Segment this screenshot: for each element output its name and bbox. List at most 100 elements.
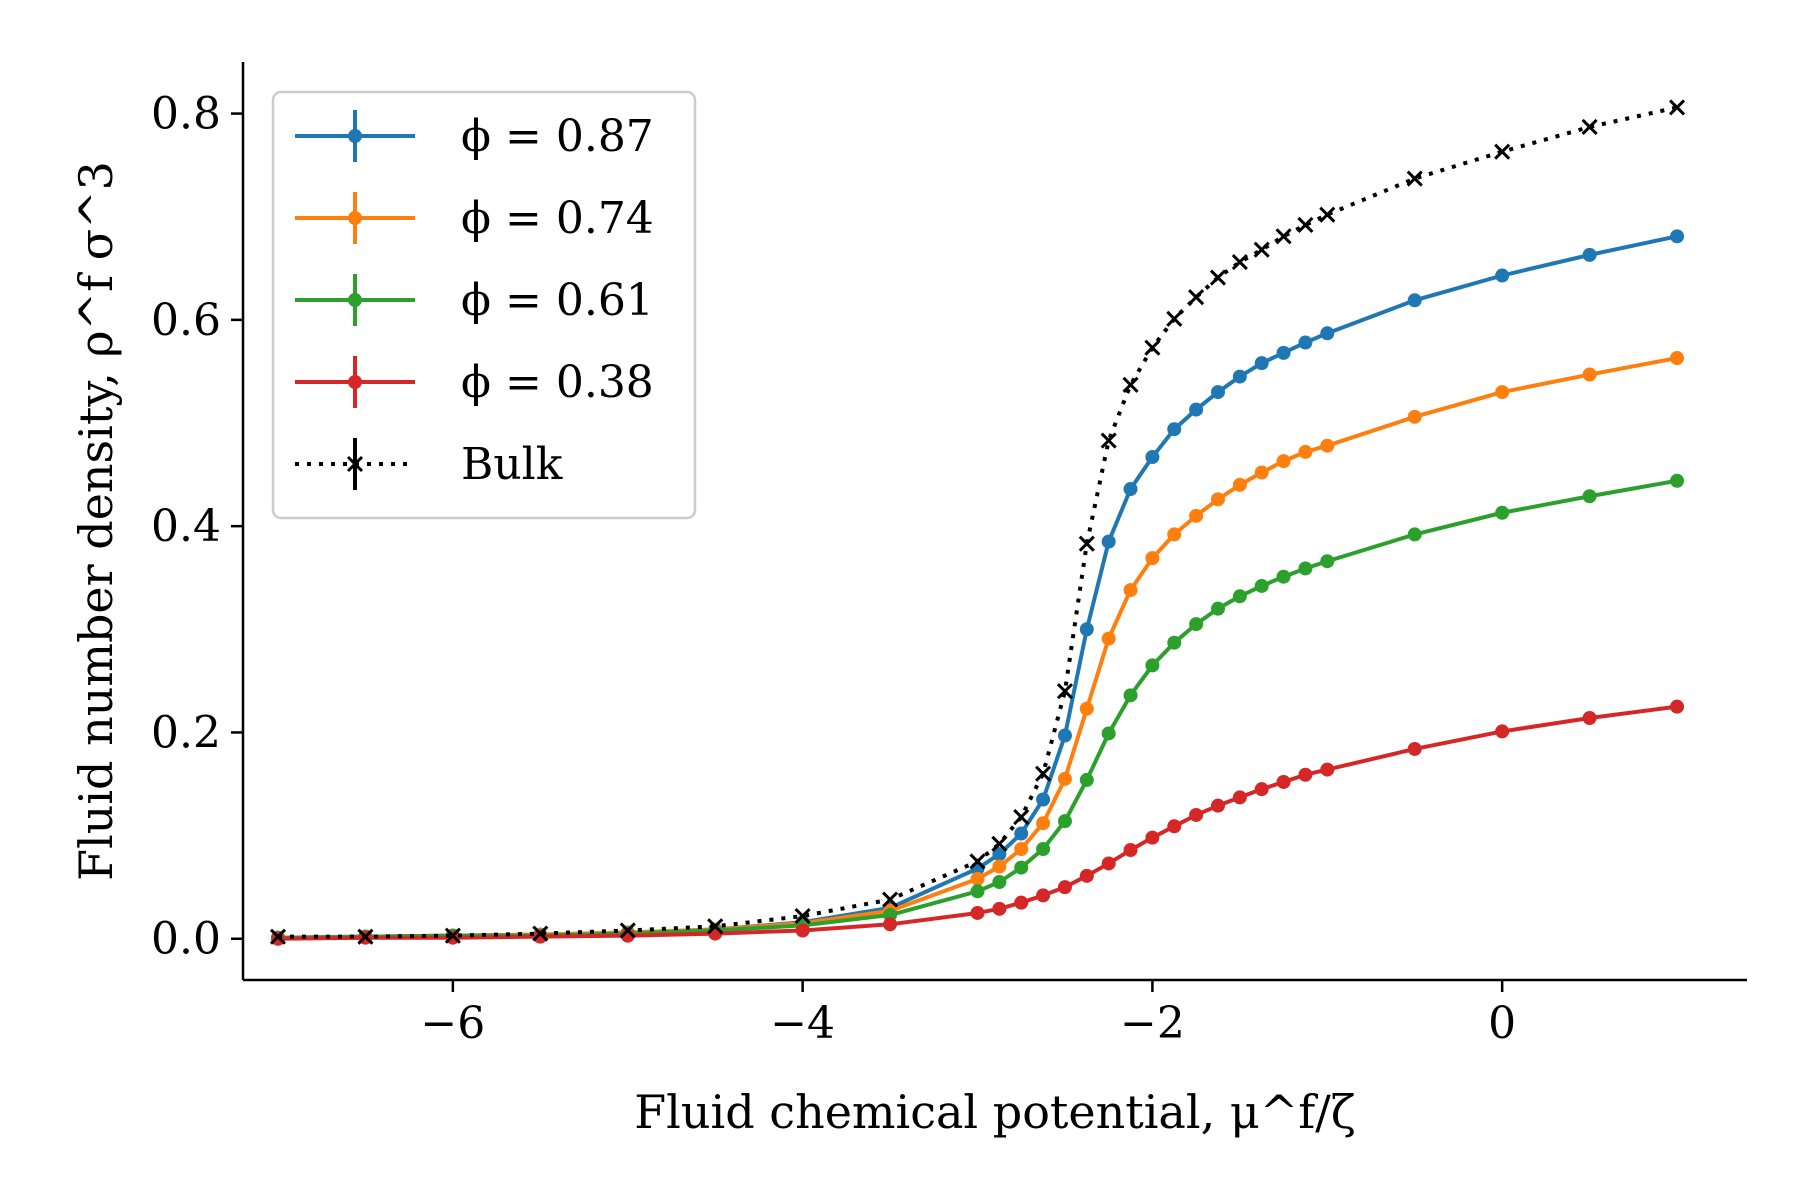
series-point [1057, 728, 1072, 743]
legend-label: Bulk [461, 439, 563, 490]
series-point [1210, 492, 1225, 507]
legend-entry: ϕ = 0.61 [295, 274, 654, 326]
series-marker [991, 835, 1008, 852]
legend-entry: Bulk [295, 438, 563, 490]
series-point [1495, 724, 1510, 739]
series-point [1210, 798, 1225, 813]
series-point [1232, 790, 1247, 805]
series-point [992, 901, 1007, 916]
legend-label: ϕ = 0.74 [461, 193, 654, 244]
series-marker [1253, 241, 1270, 258]
series-marker [532, 925, 549, 942]
series-marker [1494, 143, 1511, 160]
series-point [1145, 450, 1160, 465]
series-point [1320, 762, 1335, 777]
series-marker [269, 928, 287, 945]
y-tick-label: 0.0 [151, 914, 221, 965]
legend-label: ϕ = 0.38 [461, 357, 654, 408]
legend-point [348, 211, 362, 225]
series-point [1320, 438, 1335, 453]
series-marker [1078, 535, 1095, 552]
series-point [1232, 369, 1247, 384]
series-point [1189, 617, 1204, 632]
series-point [1101, 726, 1116, 741]
series-point [1254, 465, 1269, 480]
series-point [1210, 385, 1225, 400]
series-marker [1209, 269, 1227, 286]
series-point [1232, 477, 1247, 492]
legend-label: ϕ = 0.61 [461, 275, 654, 326]
series-marker [794, 907, 811, 925]
series-point [1189, 402, 1204, 417]
series-point [1036, 816, 1051, 831]
series-point [1276, 345, 1291, 360]
series-point [1298, 444, 1313, 459]
series-marker [1319, 206, 1336, 223]
legend-label: ϕ = 0.87 [461, 111, 654, 162]
series-point [970, 884, 985, 899]
series-point [708, 926, 723, 941]
series-point [1254, 782, 1269, 797]
series-point [1254, 578, 1269, 593]
y-tick-label: 0.2 [151, 707, 221, 758]
series-point [1189, 807, 1204, 822]
series-point [1670, 699, 1685, 714]
series-marker [1668, 99, 1686, 116]
series-point [1079, 772, 1094, 787]
legend-point [348, 129, 362, 143]
series-point [1582, 367, 1597, 382]
series-point [1320, 326, 1335, 341]
series-point [1014, 860, 1029, 875]
series-point [1232, 589, 1247, 604]
series-marker [882, 891, 899, 908]
series-point [1036, 888, 1051, 903]
series-point [1014, 826, 1029, 841]
legend: ϕ = 0.87 ϕ = 0.74 ϕ = 0.61 ϕ = 0.38 Bulk [271, 90, 697, 520]
series-3 [270, 699, 1685, 946]
series-point [1167, 635, 1182, 650]
ticks: −6 −4 −2 0 0.0 0.2 0.4 0.6 0.8 [151, 89, 1516, 1049]
series-point [1298, 335, 1313, 350]
legend-point [348, 293, 362, 307]
series-point [1123, 843, 1138, 858]
series-marker [1275, 228, 1292, 245]
series-marker [1406, 170, 1423, 187]
series-point [1145, 830, 1160, 845]
series-point [1014, 842, 1029, 857]
legend-box [271, 90, 697, 520]
series-point [795, 923, 810, 938]
y-tick-label: 0.8 [151, 89, 221, 140]
series-marker [357, 928, 374, 945]
series-point [1254, 356, 1269, 371]
series-marker [707, 918, 724, 935]
series-point [1145, 551, 1160, 566]
series-marker [1013, 808, 1030, 826]
series-point [1057, 771, 1072, 786]
series-point [1276, 569, 1291, 584]
series-point [1407, 527, 1422, 542]
series-marker [1188, 289, 1205, 306]
legend-entry: ϕ = 0.87 [295, 110, 654, 162]
x-tick-label: −2 [1120, 998, 1185, 1049]
series-point [1145, 658, 1160, 673]
series-point [1123, 482, 1138, 497]
series-point [1101, 856, 1116, 871]
series-marker [1166, 310, 1183, 327]
series-point [1276, 774, 1291, 789]
series-point [970, 905, 985, 920]
x-tick-label: −6 [420, 998, 485, 1049]
series-point [1320, 554, 1335, 569]
series-point [992, 859, 1007, 874]
series-point [1036, 842, 1051, 857]
series-point [883, 917, 898, 932]
series-marker [1100, 432, 1117, 449]
series-point [1167, 819, 1182, 834]
series-marker [1035, 765, 1052, 782]
series-point [1057, 880, 1072, 895]
series-marker [1231, 254, 1248, 271]
axes [241, 62, 1747, 982]
series-point [992, 847, 1007, 862]
series-point [1495, 385, 1510, 400]
series-marker [444, 927, 461, 944]
